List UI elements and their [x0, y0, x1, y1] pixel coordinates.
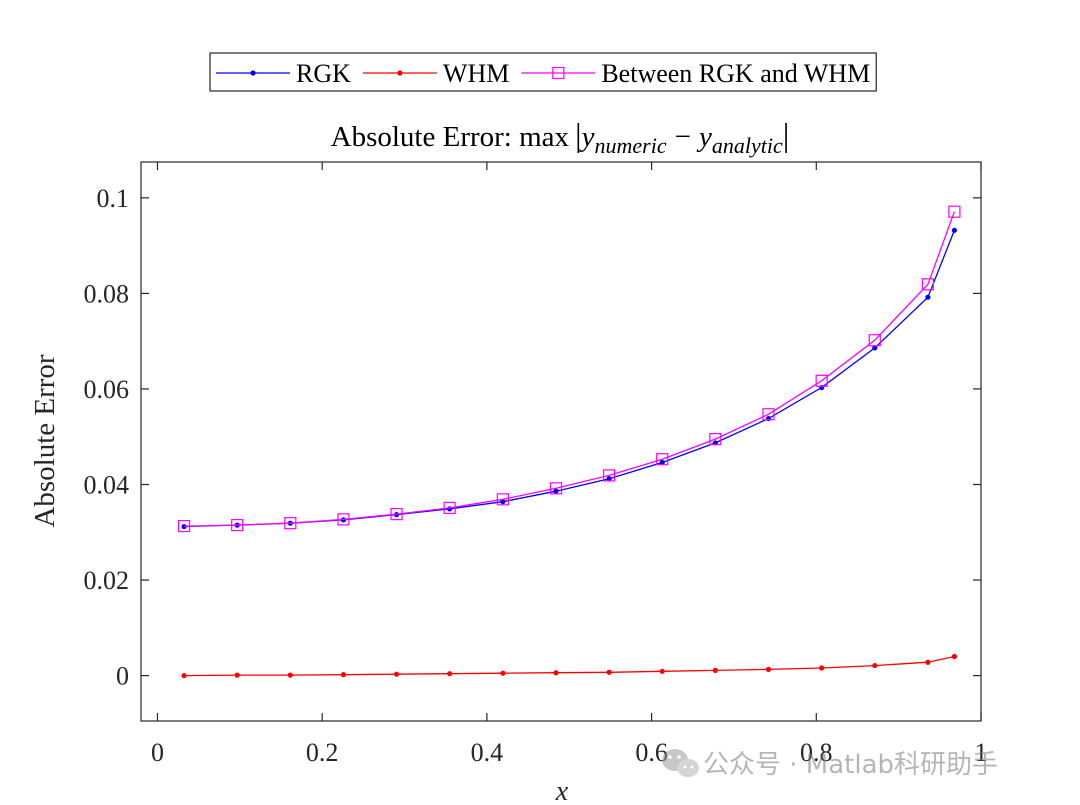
data-point	[606, 669, 612, 675]
data-point	[549, 482, 563, 495]
data-point	[656, 453, 669, 466]
title-abs-left: |	[575, 118, 582, 154]
data-point	[765, 666, 772, 673]
data-point	[921, 278, 934, 291]
data-point	[602, 469, 616, 482]
series-1	[181, 653, 958, 679]
data-point	[284, 517, 297, 530]
y-tick-label: 0.04	[84, 471, 130, 500]
data-point	[390, 508, 403, 521]
series-line	[184, 211, 956, 527]
data-point	[925, 294, 931, 300]
data-point	[553, 488, 559, 494]
title-minus: −	[675, 121, 691, 153]
legend-item-0: RGK	[216, 59, 351, 88]
data-point	[712, 667, 718, 673]
title-var-1: y	[579, 121, 595, 153]
data-point	[868, 334, 881, 347]
title-sub-2: analytic	[712, 133, 783, 158]
y-tick-label: 0.1	[97, 184, 130, 213]
x-axis-label: x	[555, 776, 569, 805]
legend-label: Between RGK and WHM	[601, 59, 870, 88]
y-axis-label: Absolute Error	[29, 354, 61, 527]
data-point	[819, 665, 825, 671]
series-line	[184, 655, 955, 677]
legend-marker	[552, 66, 565, 80]
data-point	[951, 227, 958, 233]
series-0	[181, 227, 958, 530]
x-tick-label: 1	[975, 738, 988, 767]
x-tick-label: 0.8	[800, 738, 833, 767]
data-point	[765, 415, 772, 422]
data-point	[443, 501, 456, 515]
legend-marker	[397, 70, 403, 76]
data-point	[948, 205, 961, 218]
legend-item-1: WHM	[362, 59, 509, 88]
series-line	[184, 230, 956, 528]
data-point	[231, 519, 244, 532]
legend-marker	[250, 70, 256, 76]
series-2	[177, 205, 961, 533]
wechat-icon	[662, 749, 699, 777]
data-point	[762, 408, 775, 421]
title-prefix: Absolute Error:	[331, 121, 519, 153]
data-point	[496, 493, 509, 506]
data-point	[500, 499, 506, 505]
data-point	[181, 673, 187, 679]
legend-label: RGK	[296, 59, 351, 88]
y-tick-label: 0	[116, 662, 129, 691]
watermark: 公众号 · Matlab科研助手	[662, 749, 998, 780]
y-tick-label: 0.02	[84, 566, 130, 595]
data-point	[393, 671, 400, 677]
data-point	[819, 384, 825, 391]
title-abs-right: |	[783, 118, 790, 154]
x-tick-label: 0	[151, 738, 164, 767]
data-point	[234, 672, 240, 678]
legend-box	[209, 52, 877, 92]
data-point	[815, 374, 828, 387]
y-tick-label: 0.06	[84, 375, 130, 404]
legend-label: WHM	[443, 59, 509, 88]
data-point	[553, 670, 559, 676]
y-tick-label: 0.08	[84, 279, 130, 308]
data-point	[659, 459, 665, 466]
title-var-2: y	[696, 121, 712, 153]
legend: RGK WHM Between RGK and WHM	[209, 52, 877, 92]
data-point	[340, 672, 347, 678]
x-tick-label: 0.2	[306, 738, 339, 767]
title-func: max	[519, 121, 569, 153]
data-point	[500, 670, 506, 676]
data-point	[177, 519, 191, 533]
data-point	[606, 476, 612, 482]
legend-item-2: Between RGK and WHM	[521, 59, 870, 88]
data-point	[659, 668, 665, 674]
data-point	[872, 345, 878, 351]
chart-title: Absolute Error: max |ynumeric − yanalytic|	[331, 118, 790, 158]
watermark-text: 公众号 · Matlab科研助手	[703, 750, 998, 780]
data-point	[337, 513, 350, 526]
data-point	[709, 433, 722, 446]
data-point	[181, 523, 187, 530]
title-sub-1: numeric	[595, 133, 667, 158]
data-point	[872, 662, 878, 669]
data-point	[925, 659, 931, 665]
data-point	[951, 653, 958, 660]
data-point	[447, 671, 453, 677]
data-point	[287, 672, 293, 678]
x-tick-label: 0.4	[471, 738, 504, 767]
axes-box	[140, 161, 982, 722]
